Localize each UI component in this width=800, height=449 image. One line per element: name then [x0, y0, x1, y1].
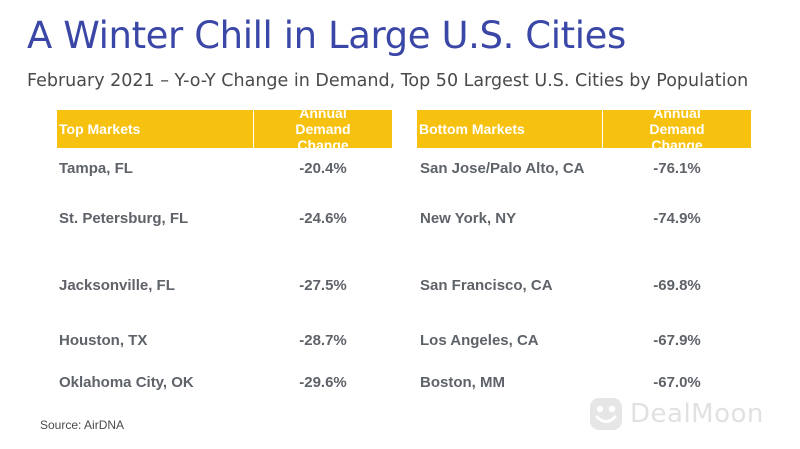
- header-divider: [253, 110, 254, 148]
- table-cell-change: -29.6%: [299, 374, 347, 391]
- table-cell-change: -67.0%: [653, 374, 701, 391]
- table-cell-market: San Francisco, CA: [420, 277, 553, 294]
- table-cell-market: San Jose/Palo Alto, CA: [420, 160, 585, 177]
- bottom-markets-header-label: Bottom Markets: [419, 121, 525, 137]
- table-cell-change: -76.1%: [653, 160, 701, 177]
- table-cell-change: -20.4%: [299, 160, 347, 177]
- top-markets-header: Top Markets Annual Demand Change: [57, 105, 392, 153]
- table-cell-market: Tampa, FL: [59, 160, 133, 177]
- table-cell-market: Jacksonville, FL: [59, 277, 175, 294]
- table-cell-market: Los Angeles, CA: [420, 332, 539, 349]
- table-cell-market: Houston, TX: [59, 332, 148, 349]
- table-cell-market: New York, NY: [420, 210, 517, 227]
- table-cell-change: -28.7%: [299, 332, 347, 349]
- table-cell-change: -27.5%: [299, 277, 347, 294]
- top-markets-header-label: Top Markets: [59, 121, 141, 137]
- table-cell-market: Boston, MM: [420, 374, 505, 391]
- table-cell-market: St. Petersburg, FL: [59, 210, 189, 227]
- source-note: Source: AirDNA: [40, 418, 125, 432]
- table-cell-change: -24.6%: [299, 210, 347, 227]
- page-subtitle: February 2021 – Y-o-Y Change in Demand, …: [27, 71, 749, 91]
- table-cell-change: -74.9%: [653, 210, 701, 227]
- watermark-text: DealMoon: [630, 399, 764, 429]
- dealmoon-logo-icon: [590, 398, 622, 430]
- bottom-markets-header: Bottom Markets Annual Demand Change: [417, 105, 751, 153]
- table-cell-change: -69.8%: [653, 277, 701, 294]
- watermark: DealMoon: [588, 396, 764, 432]
- table-cell-change: -67.9%: [653, 332, 701, 349]
- header-divider: [602, 110, 603, 148]
- table-cell-market: Oklahoma City, OK: [59, 374, 194, 391]
- top-markets-header-change: Annual Demand Change: [295, 105, 351, 153]
- page-title: A Winter Chill in Large U.S. Cities: [27, 14, 626, 57]
- bottom-markets-header-change: Annual Demand Change: [649, 105, 705, 153]
